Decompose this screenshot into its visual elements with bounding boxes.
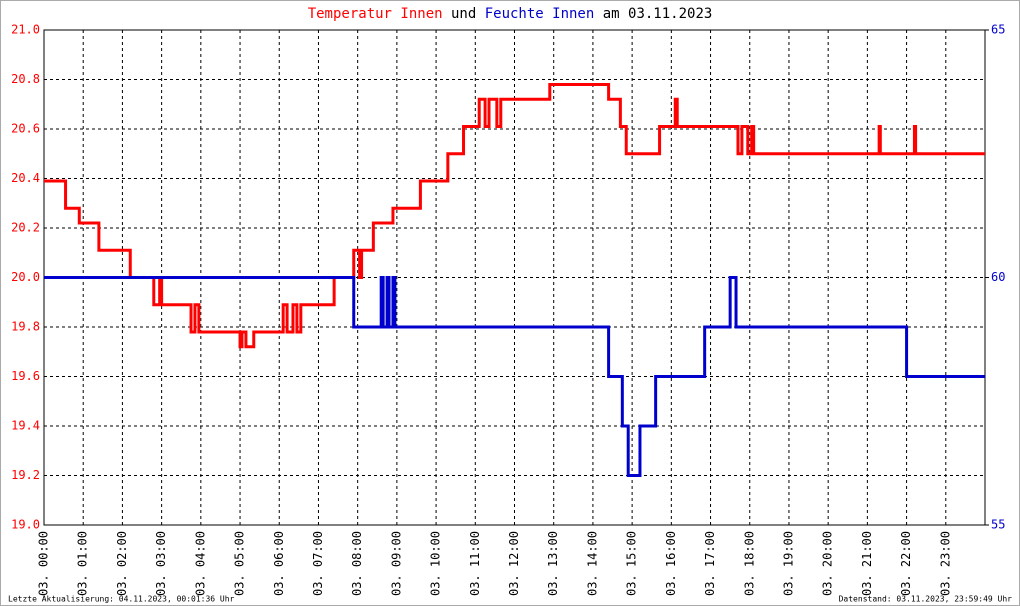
x-tick-label: 03. 21:00 <box>860 531 874 596</box>
x-tick-label: 03. 06:00 <box>272 531 286 596</box>
x-tick-label: 03. 13:00 <box>546 531 560 596</box>
y-tick-label: 19.2 <box>11 468 40 482</box>
y2-tick-label: 55 <box>991 518 1005 532</box>
y-tick-label: 20.4 <box>11 171 40 185</box>
footer-right: Datenstand: 03.11.2023, 23:59:49 Uhr <box>839 595 1013 604</box>
y-tick-label: 19.4 <box>11 419 40 433</box>
x-tick-label: 03. 14:00 <box>585 531 599 596</box>
x-tick-label: 03. 19:00 <box>781 531 795 596</box>
y2-tick-label: 60 <box>991 270 1005 284</box>
x-tick-label: 03. 16:00 <box>664 531 678 596</box>
x-tick-label: 03. 17:00 <box>703 531 717 596</box>
x-tick-label: 03. 10:00 <box>429 531 443 596</box>
x-tick-label: 03. 15:00 <box>625 531 639 596</box>
x-tick-label: 03. 08:00 <box>350 531 364 596</box>
y-tick-label: 19.8 <box>11 320 40 334</box>
x-tick-label: 03. 23:00 <box>938 531 952 596</box>
x-tick-label: 03. 00:00 <box>37 531 51 596</box>
x-tick-label: 03. 18:00 <box>742 531 756 596</box>
title-part: Temperatur Innen <box>308 6 443 22</box>
y-tick-label: 19.0 <box>11 518 40 532</box>
x-tick-label: 03. 05:00 <box>233 531 247 596</box>
y-tick-label: 20.8 <box>11 72 40 86</box>
y-tick-label: 20.0 <box>11 270 40 284</box>
x-tick-label: 03. 22:00 <box>899 531 913 596</box>
y-tick-label: 20.2 <box>11 221 40 235</box>
footer-left: Letzte Aktualisierung: 04.11.2023, 00:01… <box>8 595 235 604</box>
y-tick-label: 19.6 <box>11 369 40 383</box>
y-tick-label: 20.6 <box>11 122 40 136</box>
chart-title: Temperatur Innen und Feuchte Innen am 03… <box>308 6 713 22</box>
x-tick-label: 03. 09:00 <box>389 531 403 596</box>
x-tick-label: 03. 12:00 <box>507 531 521 596</box>
x-tick-label: 03. 01:00 <box>76 531 90 596</box>
x-tick-label: 03. 07:00 <box>311 531 325 596</box>
title-part: und <box>451 6 476 22</box>
x-tick-label: 03. 04:00 <box>193 531 207 596</box>
y2-tick-label: 65 <box>991 23 1005 37</box>
x-tick-label: 03. 11:00 <box>468 531 482 596</box>
y-tick-label: 21.0 <box>11 23 40 37</box>
title-part: am 03.11.2023 <box>603 6 713 22</box>
x-tick-label: 03. 20:00 <box>821 531 835 596</box>
x-tick-label: 03. 03:00 <box>154 531 168 596</box>
line-series <box>44 82 985 349</box>
line-series <box>44 276 985 477</box>
x-tick-label: 03. 02:00 <box>115 531 129 596</box>
title-part: Feuchte Innen <box>485 6 595 22</box>
